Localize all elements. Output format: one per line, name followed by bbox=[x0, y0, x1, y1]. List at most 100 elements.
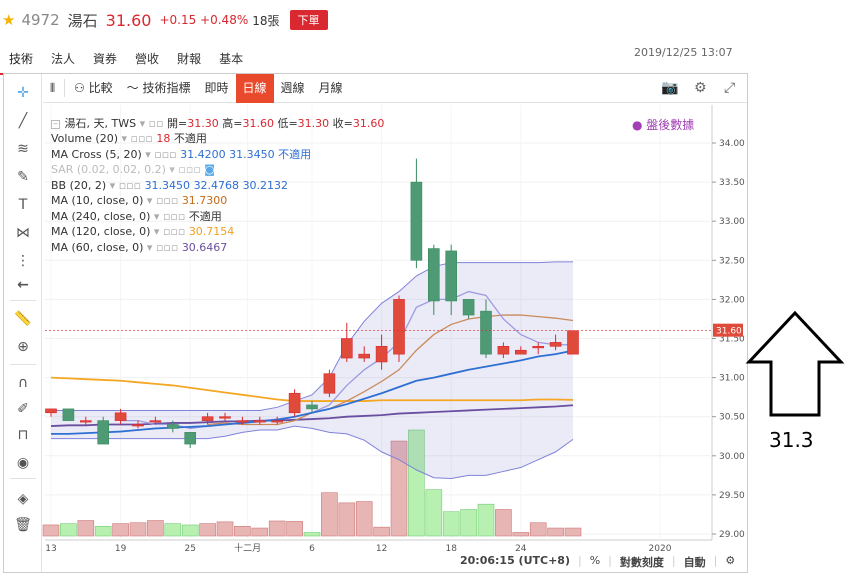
volume-bar bbox=[529, 522, 547, 537]
legend-value: 30.2132 bbox=[242, 179, 289, 192]
legend-label: MA Cross (5, 20) bbox=[51, 148, 142, 161]
eye-icon[interactable]: ◉ bbox=[16, 455, 30, 471]
trend-line-icon[interactable]: ╱ bbox=[18, 113, 28, 129]
volume-bar bbox=[181, 524, 199, 537]
camera-icon[interactable]: 📷 bbox=[661, 80, 679, 96]
volume-bar bbox=[234, 525, 251, 537]
fullscreen-icon[interactable]: ⤢ bbox=[724, 80, 736, 96]
period-daily[interactable]: 日線 bbox=[235, 73, 274, 103]
log-scale-toggle[interactable]: 對數刻度 bbox=[619, 556, 664, 569]
tab-margin[interactable]: 資券 bbox=[93, 52, 118, 66]
volume-bar bbox=[408, 429, 425, 537]
legend-sar: SAR (0.02, 0.02, 0.2) ▾ ▫▫▫ ◙ bbox=[51, 162, 215, 177]
lock-drawing-icon[interactable]: ✐ bbox=[17, 401, 29, 417]
date-tick-label: 25 bbox=[184, 544, 195, 554]
candle-body bbox=[97, 420, 109, 445]
crosshair-icon[interactable]: ✛ bbox=[17, 85, 29, 101]
legend-value: 31.7300 bbox=[181, 194, 228, 207]
volume-bar bbox=[512, 532, 530, 537]
clock-time: 20:06:15 (UTC+8) bbox=[460, 554, 570, 567]
volume-bar bbox=[495, 509, 512, 537]
after-hours-link[interactable]: ● 盤後數據 bbox=[632, 118, 695, 132]
candle-body bbox=[393, 299, 405, 355]
close-value: 31.60 bbox=[352, 117, 385, 130]
unlock-icon[interactable]: ⊓ bbox=[17, 427, 29, 443]
last-price-label: 31.60 bbox=[716, 327, 742, 337]
volume-bar bbox=[321, 492, 338, 537]
pattern-icon[interactable]: ⋈ bbox=[16, 225, 30, 241]
toolbar-divider bbox=[10, 478, 36, 479]
candle-body bbox=[114, 412, 127, 421]
zoom-in-icon[interactable]: ⊕ bbox=[17, 339, 29, 355]
legend-controls[interactable]: ▾ ▫▫▫ bbox=[146, 241, 182, 254]
tab-basic[interactable]: 基本 bbox=[219, 52, 244, 66]
price-tick-label: 33.00 bbox=[719, 217, 745, 227]
candle-body bbox=[358, 353, 371, 359]
percent-toggle[interactable]: % bbox=[589, 554, 601, 567]
forecast-icon[interactable]: ⋮ bbox=[16, 253, 30, 269]
compare-button[interactable]: ⚇ 比較 bbox=[67, 74, 120, 103]
settings-icon[interactable]: ⚙ bbox=[694, 80, 707, 96]
volume-bar bbox=[442, 511, 460, 537]
legend-controls[interactable]: ▾ ▫▫▫ bbox=[146, 194, 182, 207]
separator: | bbox=[713, 554, 718, 567]
visibility-icon[interactable]: ◙ bbox=[204, 163, 215, 176]
legend-label: MA (10, close, 0) bbox=[51, 194, 144, 207]
star-icon[interactable]: ★ bbox=[2, 11, 16, 29]
order-button[interactable]: 下單 bbox=[289, 10, 328, 30]
tab-institutional[interactable]: 法人 bbox=[51, 52, 76, 66]
period-realtime[interactable]: 即時 bbox=[204, 80, 229, 95]
magnet-icon[interactable]: ∩ bbox=[17, 375, 29, 391]
compare-label: 比較 bbox=[88, 80, 113, 95]
candle-body bbox=[184, 432, 196, 445]
tab-revenue[interactable]: 營收 bbox=[135, 52, 160, 66]
auto-scale-toggle[interactable]: 自動 bbox=[683, 556, 706, 569]
legend-controls[interactable]: ▾ ▫▫▫ bbox=[153, 210, 189, 223]
chart-settings-icon[interactable]: ⚙ bbox=[725, 554, 736, 567]
candle-body bbox=[62, 408, 75, 421]
volume-bar bbox=[94, 525, 112, 537]
price-tick-label: 33.50 bbox=[719, 178, 745, 188]
tab-financials[interactable]: 財報 bbox=[177, 52, 202, 66]
trash-icon[interactable]: 🗑 bbox=[14, 517, 32, 533]
volume-bar bbox=[268, 520, 286, 537]
volume-bar bbox=[564, 527, 582, 537]
candle-body bbox=[567, 330, 579, 355]
volume-bar bbox=[373, 526, 390, 537]
legend-controls[interactable]: ▾ ▫▫▫ bbox=[121, 132, 157, 145]
legend-controls[interactable]: ▾ ▫▫▫ bbox=[109, 179, 145, 192]
legend-ma60: MA (60, close, 0) ▾ ▫▫▫ 30.6467 bbox=[51, 240, 227, 255]
candle-body bbox=[323, 373, 336, 394]
brush-icon[interactable]: ✎ bbox=[17, 169, 29, 185]
indicators-button[interactable]: 〜 技術指標 bbox=[120, 74, 198, 103]
annotation-value: 31.3 bbox=[769, 428, 814, 452]
candle-type-icon[interactable]: ⫴ bbox=[50, 80, 56, 95]
high-label: 高= bbox=[222, 117, 243, 130]
text-icon[interactable]: T bbox=[18, 197, 28, 213]
volume-bar bbox=[147, 520, 164, 537]
volume-bar bbox=[199, 523, 216, 537]
period-weekly[interactable]: 週線 bbox=[280, 80, 305, 95]
arrow-left-icon[interactable]: ← bbox=[17, 277, 29, 293]
drawing-toolbar: ✛ ╱ ≋ ✎ T ⋈ ⋮ ← 📏 ⊕ ∩ ✐ ⊓ ◉ ◈ 🗑 bbox=[4, 74, 42, 572]
legend-controls[interactable]: ▾ ▫▫▫ bbox=[169, 163, 205, 176]
legend-controls[interactable]: ▾ ▫▫▫ bbox=[153, 225, 189, 238]
fib-icon[interactable]: ≋ bbox=[17, 141, 29, 157]
volume-bar bbox=[60, 523, 77, 537]
layers-icon[interactable]: ◈ bbox=[17, 491, 29, 507]
legend-label: Volume (20) bbox=[51, 132, 118, 145]
legend-controls[interactable]: ▾ ▫▫▫ bbox=[145, 148, 181, 161]
price-tick-label: 32.50 bbox=[719, 256, 745, 266]
volume-bar bbox=[216, 521, 234, 537]
volume-bar bbox=[164, 523, 182, 537]
legend-value: 不適用 bbox=[188, 210, 222, 223]
period-monthly[interactable]: 月線 bbox=[318, 80, 343, 95]
ruler-icon[interactable]: 📏 bbox=[14, 311, 32, 327]
legend-value: 32.4768 bbox=[193, 179, 240, 192]
bb-lower-line bbox=[51, 425, 574, 479]
indicators-label: 技術指標 bbox=[142, 80, 191, 95]
candle-body bbox=[149, 420, 162, 423]
legend-arrow-icon[interactable]: ▾ ▫▫ bbox=[139, 117, 164, 130]
collapse-icon[interactable]: − bbox=[51, 119, 60, 129]
